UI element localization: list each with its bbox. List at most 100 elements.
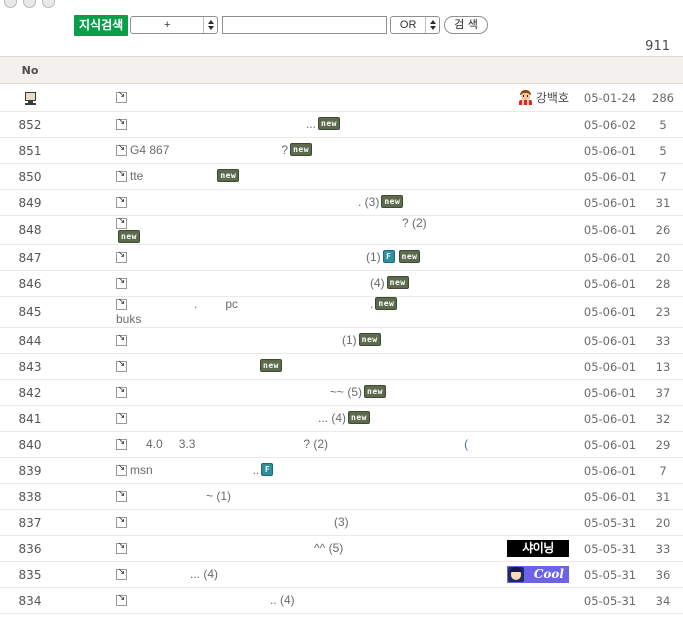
title-text[interactable]: ? xyxy=(281,143,289,157)
table-row[interactable]: 848 ? (2) new 05-06-01 26 xyxy=(0,215,683,245)
title-line: ~~ (5)new xyxy=(116,384,477,400)
knowledge-search-brand-badge: 지식검색 xyxy=(74,14,129,36)
title-text[interactable]: .. (4) xyxy=(270,593,295,607)
broken-image-icon xyxy=(116,89,127,103)
cell-title[interactable]: .. (4) xyxy=(60,592,477,608)
anime-face-icon xyxy=(508,567,524,582)
table-row[interactable]: 850 tte new 05-06-01 7 xyxy=(0,164,683,190)
cell-date: 05-06-01 xyxy=(583,223,637,237)
table-row[interactable]: 843 new 05-06-01 13 xyxy=(0,354,683,380)
title-text[interactable]: ~~ (5) xyxy=(330,385,363,399)
table-row[interactable]: 842 ~~ (5)new 05-06-01 37 xyxy=(0,380,683,406)
title-text[interactable]: buks xyxy=(116,312,142,326)
cell-no: 851 xyxy=(18,143,42,158)
cell-title[interactable]: ...new xyxy=(60,116,477,132)
cell-title[interactable]: . (3)new xyxy=(60,194,477,210)
cell-title[interactable]: (4)new xyxy=(60,275,477,291)
author-nickname-image[interactable]: 샤이닝 xyxy=(507,540,569,557)
title-text[interactable]: (1) xyxy=(342,333,357,347)
broken-image-icon xyxy=(116,275,127,289)
new-badge: new xyxy=(386,276,409,289)
cell-title[interactable]: ^^ (5) xyxy=(60,540,477,556)
title-text[interactable]: G4 867 xyxy=(130,143,170,157)
table-row[interactable]: 834 .. (4) 05-05-31 34 xyxy=(0,588,683,614)
title-text[interactable]: ? (2) xyxy=(303,437,329,451)
cell-title[interactable]: msn..F xyxy=(60,462,477,478)
title-text[interactable]: ^^ (5) xyxy=(314,541,344,555)
cell-date: 05-06-01 xyxy=(583,489,637,504)
cell-title[interactable]: ... (4)new xyxy=(60,410,477,426)
cell-no: 834 xyxy=(18,593,42,608)
cell-title[interactable]: 4.0 3.3 ? (2) ( xyxy=(60,436,477,452)
cell-date: 05-06-01 xyxy=(583,437,637,452)
table-row[interactable]: 835 ... (4) Cool 05-05-31 36 xyxy=(0,562,683,588)
close-dot[interactable] xyxy=(4,0,17,8)
broken-image-icon xyxy=(116,249,127,263)
cell-title[interactable]: G4 867?new xyxy=(60,142,477,158)
title-text[interactable]: ... xyxy=(306,117,317,131)
search-operator-select-value: OR xyxy=(399,19,417,31)
board-table-header: No xyxy=(0,56,683,84)
title-line: new xyxy=(116,358,477,373)
table-row[interactable]: 839 msn..F 05-06-01 7 xyxy=(0,458,683,484)
table-row[interactable]: 844 (1)new 05-06-01 33 xyxy=(0,328,683,354)
table-row[interactable]: 837 (3) 05-05-31 20 xyxy=(0,510,683,536)
cell-title[interactable]: ? (2) new xyxy=(60,215,477,244)
author-nickname-image[interactable]: Cool xyxy=(507,566,569,583)
search-input[interactable] xyxy=(222,16,388,34)
search-operator-select[interactable]: OR xyxy=(390,16,441,34)
title-line: ? (2) xyxy=(116,215,477,231)
title-text[interactable]: ( xyxy=(464,437,469,451)
title-text[interactable]: msn xyxy=(130,463,153,477)
title-text[interactable]: (3) xyxy=(334,515,349,529)
minimize-dot[interactable] xyxy=(23,0,36,8)
cell-title[interactable]: ... (4) xyxy=(60,566,477,582)
title-text[interactable]: .. xyxy=(252,463,260,477)
title-text[interactable]: ... (4) xyxy=(190,567,219,581)
cell-hits: 31 xyxy=(655,489,671,504)
title-text[interactable]: ~ (1) xyxy=(206,489,232,503)
broken-image-icon xyxy=(116,514,127,528)
cell-author: 샤이닝 xyxy=(477,540,577,557)
cell-title[interactable] xyxy=(60,89,477,103)
title-line: tte new xyxy=(116,168,477,184)
search-scope-select[interactable]: + xyxy=(130,16,219,34)
title-text[interactable]: . xyxy=(194,297,198,311)
cell-title[interactable]: ~ (1) xyxy=(60,488,477,504)
table-row[interactable]: 836 ^^ (5) 샤이닝 05-05-31 33 xyxy=(0,536,683,562)
title-text[interactable]: (4) xyxy=(370,276,385,290)
title-text[interactable]: 3.3 xyxy=(178,437,196,451)
cell-title[interactable]: (1)new xyxy=(60,332,477,348)
table-row[interactable]: 851 G4 867?new 05-06-01 5 xyxy=(0,138,683,164)
title-text[interactable]: ... (4) xyxy=(318,411,347,425)
title-text[interactable]: tte xyxy=(130,169,144,183)
table-row[interactable]: 849 . (3)new 05-06-01 31 xyxy=(0,190,683,216)
cell-date: 05-05-31 xyxy=(583,515,637,530)
notice-row[interactable]: 강백호 05-01-24 286 xyxy=(0,84,683,112)
zoom-dot[interactable] xyxy=(42,0,55,8)
table-row[interactable]: 838 ~ (1) 05-06-01 31 xyxy=(0,484,683,510)
title-text[interactable]: . (3) xyxy=(358,195,380,209)
table-row[interactable]: 841 ... (4)new 05-06-01 32 xyxy=(0,406,683,432)
window-controls[interactable] xyxy=(4,0,55,8)
table-row[interactable]: 846 (4)new 05-06-01 28 xyxy=(0,271,683,297)
title-text[interactable]: ? (2) xyxy=(402,216,427,230)
title-text[interactable]: . xyxy=(370,297,374,311)
broken-image-icon xyxy=(116,358,127,372)
search-submit-button[interactable]: 검 색 xyxy=(444,16,488,34)
cell-title[interactable]: (3) xyxy=(60,514,477,530)
cell-title[interactable]: new xyxy=(60,358,477,373)
table-row[interactable]: 840 4.0 3.3 ? (2) (05-06-01 29 xyxy=(0,432,683,458)
title-text[interactable]: 4.0 xyxy=(146,437,163,451)
author-name[interactable]: 강백호 xyxy=(535,91,569,105)
cell-title[interactable]: tte new xyxy=(60,168,477,184)
title-text[interactable]: pc xyxy=(225,297,239,311)
title-text[interactable]: (1) xyxy=(366,250,381,264)
cell-title[interactable]: ~~ (5)new xyxy=(60,384,477,400)
